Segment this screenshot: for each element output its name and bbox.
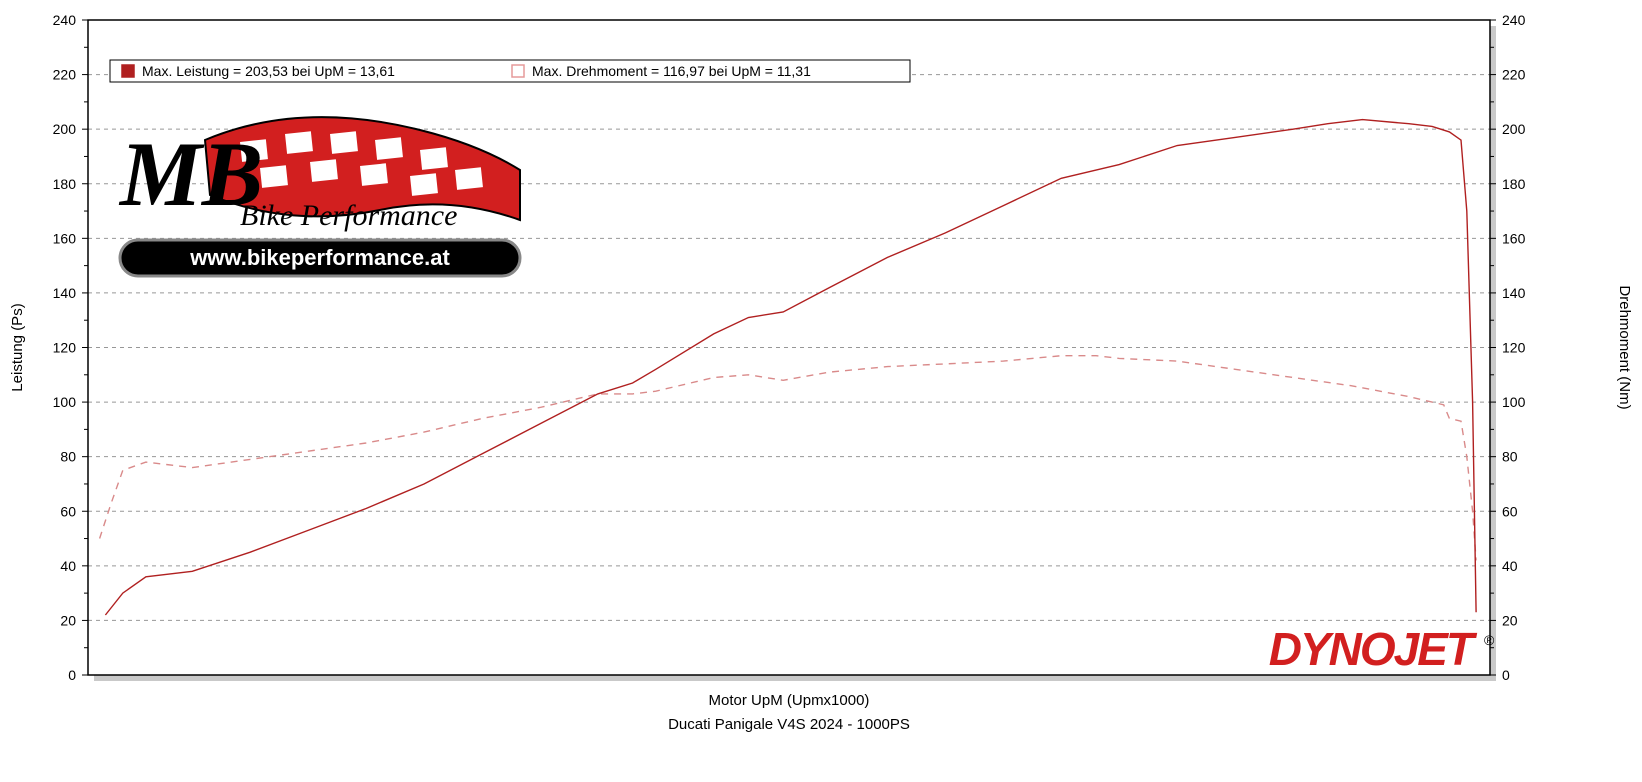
ytick-right-label: 80 bbox=[1502, 449, 1518, 465]
y-right-label: Drehmoment (Nm) bbox=[1616, 285, 1633, 409]
chart-subtitle: Ducati Panigale V4S 2024 - 1000PS bbox=[668, 716, 910, 733]
ytick-right-label: 60 bbox=[1502, 503, 1518, 519]
legend-marker bbox=[512, 65, 524, 77]
ytick-left-label: 240 bbox=[53, 12, 77, 28]
x-axis-label: Motor UpM (Upmx1000) bbox=[709, 692, 870, 709]
ytick-left-label: 140 bbox=[53, 285, 77, 301]
mb-logo-sub: Bike Performance bbox=[240, 199, 457, 232]
dynojet-text: DYNOJET bbox=[1269, 623, 1478, 675]
ytick-right-label: 240 bbox=[1502, 12, 1526, 28]
ytick-right-label: 100 bbox=[1502, 394, 1526, 410]
ytick-left-label: 20 bbox=[60, 612, 76, 628]
legend-text: Max. Drehmoment = 116,97 bei UpM = 11,31 bbox=[532, 63, 811, 79]
legend-marker bbox=[122, 65, 134, 77]
ytick-right-label: 120 bbox=[1502, 340, 1526, 356]
ytick-left-label: 200 bbox=[53, 121, 77, 137]
ytick-right-label: 200 bbox=[1502, 121, 1526, 137]
ytick-left-label: 160 bbox=[53, 230, 77, 246]
mb-logo: MBBike Performancewww.bikeperformance.at bbox=[118, 117, 520, 276]
y-left-label: Leistung (Ps) bbox=[9, 303, 26, 391]
dynojet-reg: ® bbox=[1484, 632, 1495, 648]
ytick-right-label: 0 bbox=[1502, 667, 1510, 683]
ytick-left-label: 220 bbox=[53, 67, 77, 83]
ytick-right-label: 180 bbox=[1502, 176, 1526, 192]
legend-text: Max. Leistung = 203,53 bei UpM = 13,61 bbox=[142, 63, 395, 79]
ytick-left-label: 180 bbox=[53, 176, 77, 192]
ytick-right-label: 160 bbox=[1502, 230, 1526, 246]
dynojet-logo: DYNOJET ® bbox=[1269, 623, 1495, 675]
mb-url: www.bikeperformance.at bbox=[189, 245, 450, 270]
ytick-left-label: 80 bbox=[60, 449, 76, 465]
ytick-left-label: 40 bbox=[60, 558, 76, 574]
ytick-left-label: 120 bbox=[53, 340, 77, 356]
ytick-right-label: 140 bbox=[1502, 285, 1526, 301]
ytick-left-label: 60 bbox=[60, 503, 76, 519]
ytick-right-label: 20 bbox=[1502, 612, 1518, 628]
ytick-right-label: 220 bbox=[1502, 67, 1526, 83]
ytick-left-label: 100 bbox=[53, 394, 77, 410]
ytick-left-label: 0 bbox=[68, 667, 76, 683]
ytick-right-label: 40 bbox=[1502, 558, 1518, 574]
